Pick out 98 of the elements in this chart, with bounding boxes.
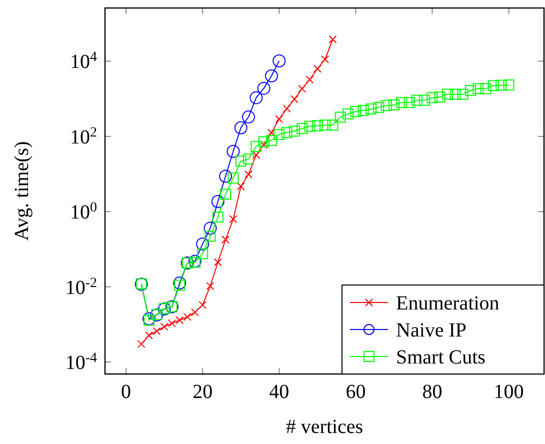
point <box>219 170 232 183</box>
y-tick-label: 10$^{0}$ <box>70 200 97 224</box>
point <box>260 140 268 149</box>
point <box>396 97 408 108</box>
x-tick-label: 100 <box>494 381 524 404</box>
point <box>229 215 238 224</box>
point <box>472 83 484 94</box>
point <box>264 69 278 82</box>
point <box>144 314 155 326</box>
point <box>312 120 323 132</box>
point <box>197 248 208 260</box>
point <box>313 64 322 73</box>
point <box>160 322 168 331</box>
point <box>214 258 222 266</box>
point <box>426 92 438 104</box>
point <box>220 188 232 200</box>
y-tick-label: 10$^{-2}$ <box>65 275 97 299</box>
x-tick-label: 60 <box>346 381 366 404</box>
point <box>290 95 298 104</box>
point <box>327 120 338 131</box>
point <box>275 115 284 124</box>
point <box>250 91 263 104</box>
point <box>145 331 154 340</box>
point <box>411 94 422 106</box>
x-tick-label: 40 <box>269 381 290 404</box>
x-tick-label: 20 <box>192 381 213 404</box>
point <box>358 104 369 116</box>
point <box>296 123 308 134</box>
point <box>206 282 214 290</box>
point <box>204 222 217 235</box>
point <box>266 134 277 146</box>
y-tick-label: 10$^{4}$ <box>70 50 97 74</box>
point <box>404 97 415 108</box>
point <box>465 85 476 96</box>
point <box>380 100 392 112</box>
point <box>496 80 507 91</box>
point <box>243 154 254 165</box>
point <box>168 319 176 328</box>
point <box>434 91 446 102</box>
point <box>137 340 146 348</box>
point <box>419 94 430 106</box>
point <box>176 316 184 324</box>
point <box>321 55 330 64</box>
point <box>198 300 207 309</box>
point <box>250 140 262 152</box>
point <box>328 35 337 44</box>
point <box>488 80 499 92</box>
point <box>211 194 224 208</box>
legend-label: Enumeration <box>396 292 500 314</box>
point <box>274 129 285 140</box>
point <box>212 212 224 223</box>
legend-label: Naive IP <box>396 320 467 342</box>
point <box>442 88 454 100</box>
point <box>282 104 291 113</box>
point <box>152 327 161 336</box>
point <box>272 54 286 68</box>
point <box>235 156 246 167</box>
point <box>373 102 384 113</box>
point <box>320 120 331 131</box>
point <box>450 88 461 100</box>
point <box>196 237 210 250</box>
point <box>204 230 216 242</box>
point <box>190 308 199 316</box>
point <box>242 110 256 124</box>
point <box>503 79 514 90</box>
point <box>267 128 276 137</box>
point <box>174 280 186 291</box>
y-axis-title: Avg. time(s) <box>11 141 33 241</box>
point <box>228 172 239 184</box>
point <box>298 84 306 93</box>
point <box>244 170 253 178</box>
x-tick-label: 0 <box>121 381 132 404</box>
point <box>281 127 292 138</box>
point <box>236 182 245 190</box>
point <box>304 120 316 132</box>
point <box>142 312 156 326</box>
point <box>226 144 240 158</box>
point <box>183 312 192 321</box>
point <box>366 103 377 114</box>
x-axis-title: # vertices <box>286 416 364 438</box>
legend-label: Smart Cuts <box>396 346 486 368</box>
point <box>388 99 400 110</box>
y-tick-label: 10$^{2}$ <box>70 124 97 148</box>
point <box>480 83 492 94</box>
point <box>342 108 354 120</box>
y-tick-label: 10$^{-4}$ <box>65 350 97 374</box>
point <box>457 88 468 100</box>
point <box>350 106 362 118</box>
point <box>234 121 248 134</box>
point <box>222 236 230 244</box>
point <box>334 112 346 123</box>
point <box>288 126 300 137</box>
x-tick-label: 80 <box>422 381 442 404</box>
point <box>257 82 270 95</box>
point <box>258 136 270 148</box>
point <box>306 76 314 84</box>
point <box>173 276 186 290</box>
point <box>252 151 260 160</box>
